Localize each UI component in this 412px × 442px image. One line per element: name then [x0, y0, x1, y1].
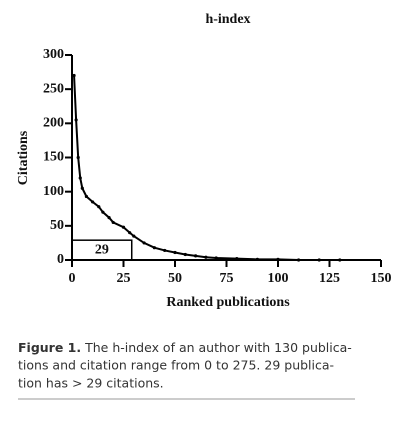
point — [97, 205, 101, 209]
y-axis-label: Citations — [16, 130, 31, 185]
point — [276, 257, 280, 261]
y-tick-label: 0 — [57, 252, 64, 267]
series-line — [73, 75, 340, 261]
y-tick-label: 200 — [43, 116, 64, 131]
point — [173, 250, 177, 255]
point — [317, 258, 321, 262]
point — [194, 254, 198, 258]
point — [255, 257, 259, 261]
y-tick-label: 250 — [43, 81, 64, 96]
h-index-label: 29 — [95, 242, 109, 257]
x-axis-label: Ranked publications — [166, 295, 290, 310]
point — [91, 200, 95, 204]
x-tick-label: 125 — [319, 271, 340, 286]
y-tick-label: 150 — [43, 150, 64, 165]
x-tick-label: 100 — [268, 271, 289, 286]
caption-label: Figure 1. — [18, 340, 81, 355]
point — [107, 216, 111, 220]
x-tick-label: 75 — [220, 271, 234, 286]
x-tick-label: 0 — [69, 271, 76, 286]
caption-line: tions and citation range from 0 to 275. … — [18, 358, 334, 373]
point — [163, 248, 167, 253]
point — [80, 186, 84, 190]
caption: Figure 1. The h-index of an author with … — [18, 340, 352, 355]
point — [101, 210, 105, 214]
point — [76, 155, 80, 160]
caption-line: The h-index of an author with 130 public… — [84, 340, 352, 355]
x-tick-label: 150 — [371, 271, 392, 286]
point — [235, 257, 239, 261]
point — [214, 256, 218, 260]
point — [78, 176, 82, 180]
point — [132, 234, 136, 238]
h-index-box — [71, 239, 133, 261]
point — [152, 246, 156, 250]
y-tick-label: 100 — [43, 184, 64, 199]
point — [204, 255, 208, 259]
point — [111, 220, 115, 225]
x-tick-label: 25 — [117, 271, 131, 286]
point — [338, 258, 342, 262]
y-tick-label: 300 — [43, 47, 64, 62]
y-tick-label: 50 — [50, 218, 64, 233]
point — [142, 241, 146, 245]
chart-title: h-index — [205, 12, 250, 27]
point — [183, 252, 187, 257]
point — [128, 231, 132, 235]
point — [121, 225, 126, 229]
point — [297, 258, 301, 262]
point — [72, 73, 76, 78]
x-tick-label: 50 — [168, 271, 182, 286]
caption-line: tion has > 29 citations. — [18, 376, 164, 391]
point — [74, 118, 78, 122]
point — [84, 194, 89, 199]
